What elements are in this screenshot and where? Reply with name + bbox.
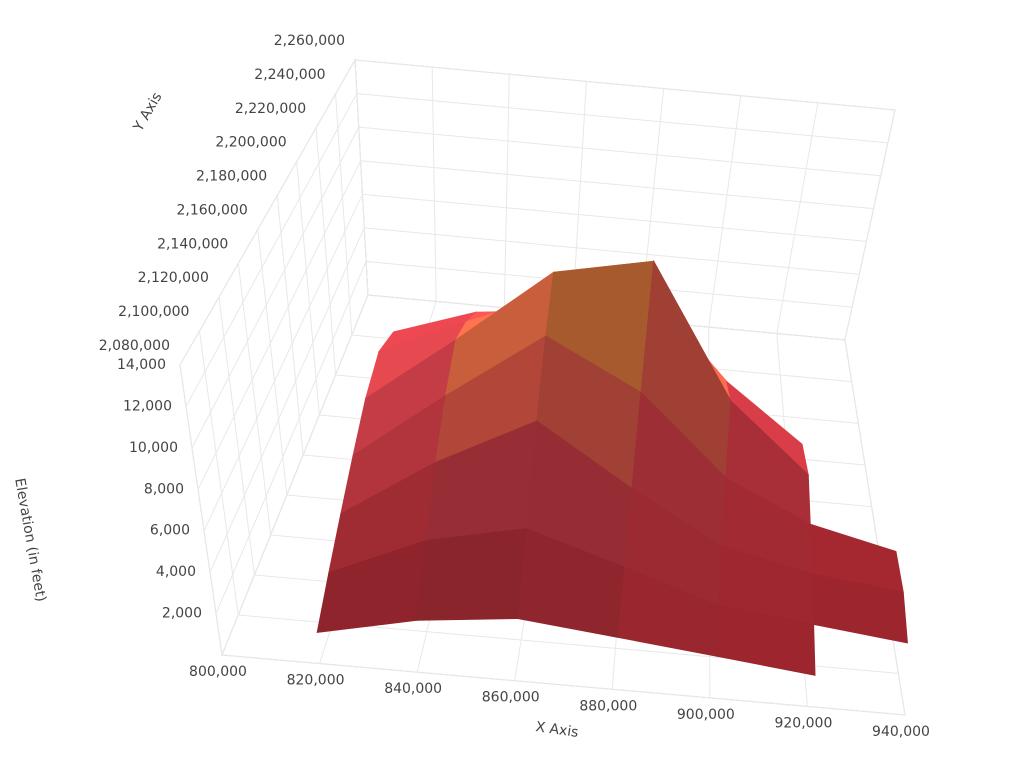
grid-line xyxy=(237,263,272,536)
y-tick-label: 2,200,000 xyxy=(215,135,286,151)
grid-line xyxy=(362,193,867,242)
x-tick-label: 900,000 xyxy=(677,707,735,723)
x-tick-label: 800,000 xyxy=(189,664,247,680)
x-tick-label: 940,000 xyxy=(872,724,930,740)
grid-line xyxy=(844,109,896,341)
y-tick-label: 2,120,000 xyxy=(138,270,209,286)
grid-line xyxy=(358,126,881,177)
y-tick-label: 2,180,000 xyxy=(196,169,267,185)
grid-line xyxy=(503,74,510,308)
grid-line xyxy=(276,195,304,456)
x-tick-label: 880,000 xyxy=(579,698,637,714)
grid-line xyxy=(179,364,223,656)
z-tick-label: 12,000 xyxy=(123,398,172,414)
grid-line xyxy=(315,127,337,376)
y-tick-label: 2,100,000 xyxy=(118,304,189,320)
y-axis-title: Y Axis xyxy=(130,90,165,135)
grid-line xyxy=(257,229,288,496)
grid-line xyxy=(360,160,874,210)
z-tick-label: 2,000 xyxy=(162,606,202,622)
grid-line xyxy=(197,160,362,490)
grid-line xyxy=(215,261,367,614)
z-axis-title: Elevation (in feet) xyxy=(11,477,49,603)
x-tick-label: 820,000 xyxy=(287,673,345,689)
grid-line xyxy=(209,227,365,573)
y-tick-label: 2,140,000 xyxy=(157,236,228,252)
x-axis-title: X Axis xyxy=(535,719,580,741)
z-tick-label: 10,000 xyxy=(129,440,178,456)
grid-line xyxy=(354,59,369,296)
grid-line xyxy=(776,102,819,334)
grid-line xyxy=(335,93,353,336)
grid-line xyxy=(221,294,369,656)
grid-line xyxy=(354,59,896,111)
x-tick-label: 840,000 xyxy=(384,681,442,697)
grid-line xyxy=(198,331,239,616)
z-tick-label: 14,000 xyxy=(117,357,166,373)
grid-line xyxy=(221,654,906,716)
surface-patch xyxy=(811,573,908,644)
grid-line xyxy=(185,93,358,407)
grid-line xyxy=(218,297,255,576)
grid-line xyxy=(296,161,320,416)
surface-patch xyxy=(415,528,528,621)
grid-line xyxy=(356,93,888,144)
grid-line xyxy=(364,227,860,275)
surface-patch xyxy=(716,605,816,676)
grid-line xyxy=(708,95,742,328)
x-tick-label: 920,000 xyxy=(774,715,832,731)
y-tick-label: 2,080,000 xyxy=(99,338,170,354)
z-tick-label: 4,000 xyxy=(156,564,196,580)
x-tick-label: 860,000 xyxy=(482,690,540,706)
y-tick-label: 2,220,000 xyxy=(235,101,306,117)
grid-line xyxy=(431,67,437,302)
grid-line xyxy=(203,194,363,531)
y-tick-label: 2,240,000 xyxy=(254,67,325,83)
y-tick-label: 2,160,000 xyxy=(177,202,248,218)
grid-line xyxy=(844,339,906,716)
grid-line xyxy=(191,126,360,449)
z-tick-label: 6,000 xyxy=(150,523,190,539)
z-tick-label: 8,000 xyxy=(144,481,184,497)
y-tick-label: 2,260,000 xyxy=(274,33,345,49)
grid-line xyxy=(179,59,356,366)
